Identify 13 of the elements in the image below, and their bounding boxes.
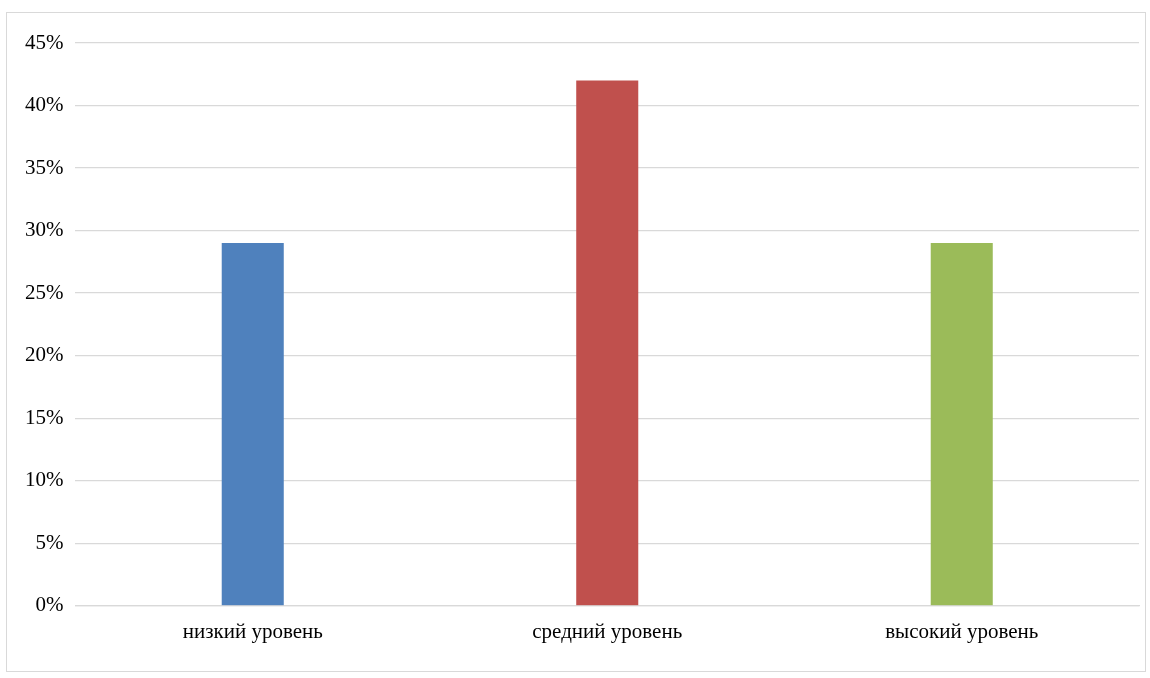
y-tick-label: 0% bbox=[35, 592, 64, 617]
y-tick-label: 30% bbox=[24, 217, 64, 242]
y-tick-label: 15% bbox=[24, 404, 64, 429]
y-tick-label: 5% bbox=[35, 529, 64, 554]
y-tick-label: 35% bbox=[24, 154, 64, 179]
y-tick-label: 25% bbox=[24, 279, 64, 304]
x-tick-label: низкий уровень bbox=[182, 618, 323, 643]
y-tick-label: 10% bbox=[24, 467, 64, 492]
y-tick-label: 40% bbox=[24, 92, 64, 117]
y-tick-label: 20% bbox=[24, 342, 64, 367]
x-tick-label: высокий уровень bbox=[885, 618, 1039, 643]
x-tick-label: средний уровень bbox=[532, 618, 683, 643]
y-tick-label: 45% bbox=[24, 29, 64, 54]
